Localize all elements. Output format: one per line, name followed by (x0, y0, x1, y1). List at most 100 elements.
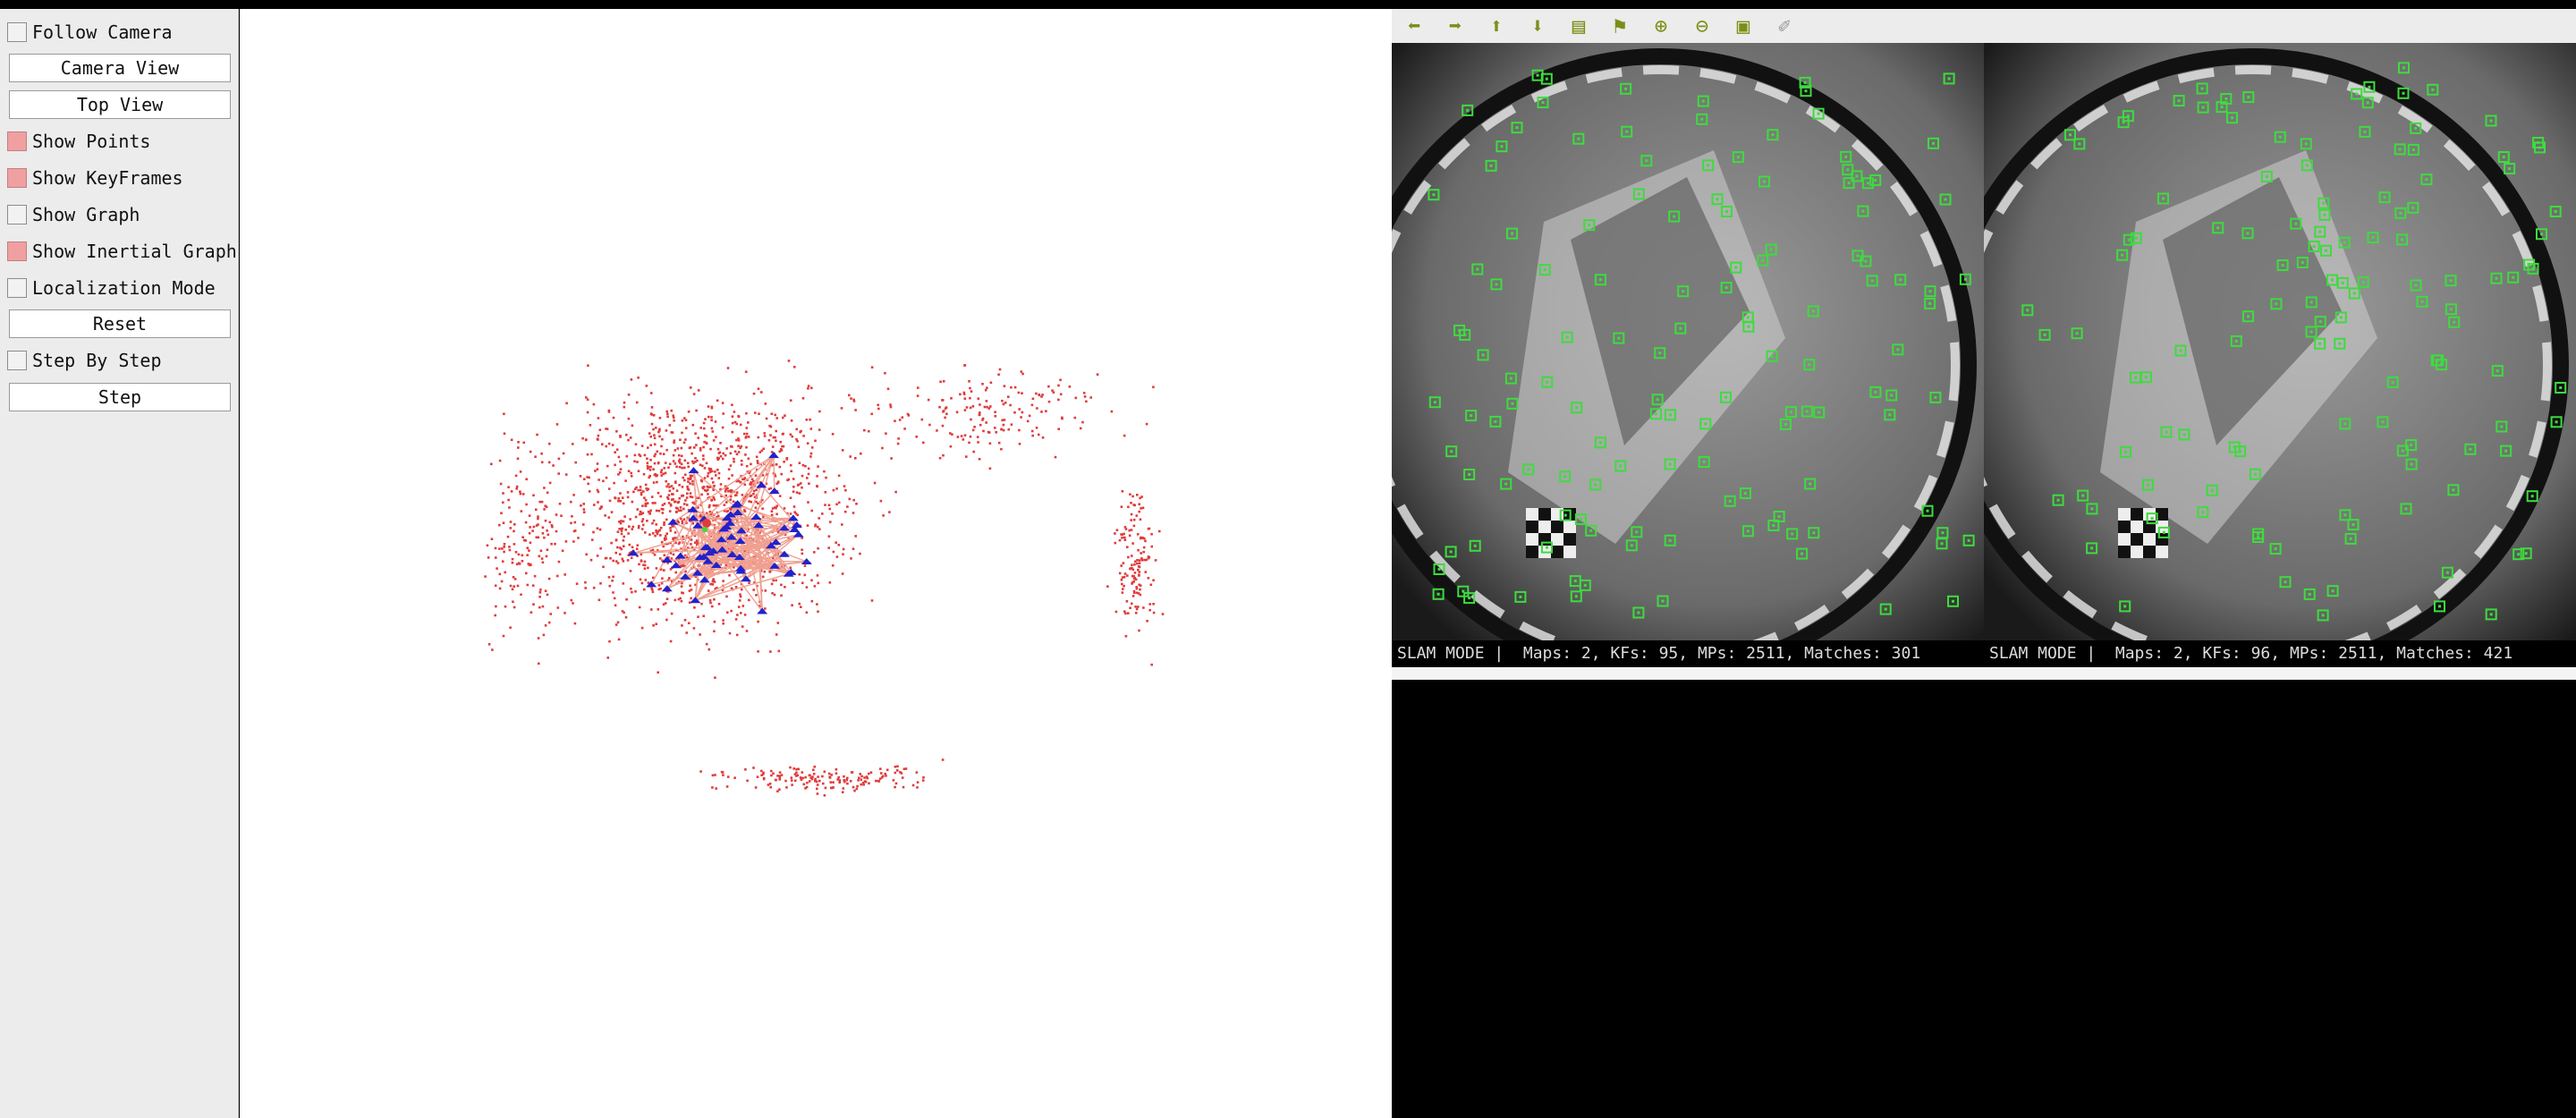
feature-marker (2420, 174, 2433, 186)
map-point (703, 477, 707, 479)
map-point (942, 380, 945, 383)
show-points-checkbox[interactable]: Show Points (7, 125, 233, 157)
feature-marker-dot (2339, 316, 2343, 319)
map-point (962, 438, 965, 441)
arrow-up-icon[interactable]: ⬆ (1489, 13, 1504, 38)
map-point (989, 381, 993, 385)
map-point (710, 498, 713, 502)
zoom-out-icon[interactable]: ⊖ (1695, 13, 1709, 38)
localization-mode-box[interactable] (7, 278, 27, 298)
map-point (674, 481, 677, 484)
feature-marker (2407, 143, 2419, 156)
map-point (666, 495, 669, 499)
arrow-left-icon[interactable]: ⬅ (1407, 13, 1421, 38)
feature-marker (2197, 506, 2209, 519)
map-3d-view[interactable] (240, 9, 1392, 1118)
zoom-in-icon[interactable]: ⊕ (1654, 13, 1668, 38)
reset-button[interactable]: Reset (9, 309, 231, 338)
frame-status-bar: SLAM MODE | Maps: 2, KFs: 95, MPs: 2511,… (1392, 640, 2576, 667)
map-point (510, 490, 513, 493)
feature-marker (1664, 409, 1676, 421)
map-point (852, 512, 855, 514)
map-point (949, 432, 952, 435)
map-point (789, 766, 792, 769)
map-point (650, 392, 653, 394)
map-point (730, 609, 733, 613)
feature-marker-dot (1803, 80, 1807, 84)
keyframe-marker (710, 562, 722, 569)
step-by-step-box[interactable] (7, 351, 27, 370)
map-point (795, 428, 798, 431)
map-point (504, 605, 507, 608)
map-point (713, 620, 716, 623)
show-points-box[interactable] (7, 131, 27, 151)
pin-icon[interactable]: ✐ (1777, 13, 1792, 38)
camera-view-button[interactable]: Camera View (9, 54, 231, 82)
feature-marker-dot (2445, 571, 2449, 574)
flag-icon[interactable]: ⚑ (1613, 13, 1627, 38)
arrow-down-icon[interactable]: ⬇ (1530, 13, 1545, 38)
left-fisheye-image (1392, 43, 1984, 642)
feature-marker-dot (1763, 180, 1766, 183)
feature-marker-dot (1743, 492, 1747, 495)
map-canvas[interactable] (240, 9, 1392, 1118)
show-inertial-graph-checkbox[interactable]: Show Inertial Graph (7, 235, 237, 267)
map-point (704, 418, 707, 420)
show-keyframes-checkbox[interactable]: Show KeyFrames (7, 162, 233, 194)
map-point (699, 514, 702, 517)
follow-camera-box[interactable] (7, 22, 27, 42)
map-point (747, 421, 750, 424)
map-point (1131, 566, 1133, 570)
top-view-button[interactable]: Top View (9, 90, 231, 119)
show-keyframes-box[interactable] (7, 168, 27, 188)
arrow-right-icon[interactable]: ➡ (1448, 13, 1462, 38)
feature-marker-dot (2134, 236, 2138, 240)
map-point (981, 419, 984, 421)
map-point (1083, 395, 1087, 398)
map-point (998, 368, 1002, 371)
save-icon[interactable]: ▣ (1736, 13, 1750, 38)
step-by-step-checkbox[interactable]: Step By Step (7, 344, 233, 377)
show-graph-checkbox[interactable]: Show Graph (7, 199, 233, 231)
map-point (848, 497, 852, 501)
map-point (580, 504, 582, 507)
step-by-step-label: Step By Step (32, 350, 162, 371)
map-point (1140, 552, 1142, 555)
feature-marker (1504, 372, 1517, 385)
map-point (728, 574, 731, 577)
feature-marker-dot (1844, 155, 1848, 158)
map-point (503, 546, 505, 548)
map-point (689, 478, 691, 480)
folder-icon[interactable]: ▤ (1572, 13, 1586, 38)
map-point (753, 581, 756, 584)
map-point (630, 556, 633, 560)
map-point (511, 561, 514, 564)
show-graph-box[interactable] (7, 205, 27, 224)
feature-marker (1720, 282, 1733, 294)
map-point (1009, 403, 1012, 407)
map-point (619, 460, 622, 463)
map-point (590, 453, 593, 456)
step-button[interactable]: Step (9, 383, 231, 411)
map-point (690, 597, 692, 600)
map-point (606, 428, 609, 430)
map-point (691, 479, 694, 483)
map-point (649, 465, 652, 469)
map-point (733, 420, 737, 424)
localization-mode-checkbox[interactable]: Localization Mode (7, 272, 233, 304)
feature-marker-dot (2452, 488, 2455, 492)
map-point (719, 454, 723, 458)
map-point (661, 512, 665, 514)
keyframe-marker (766, 542, 777, 549)
map-point (1121, 490, 1124, 493)
follow-camera-checkbox[interactable]: Follow Camera (7, 16, 233, 48)
map-point (814, 524, 817, 528)
map-point (660, 581, 664, 585)
map-point (611, 580, 614, 582)
map-point (713, 498, 716, 501)
map-point (538, 596, 541, 598)
show-inertial-graph-box[interactable] (7, 241, 27, 261)
map-point (1139, 518, 1142, 521)
map-point (683, 417, 686, 419)
map-point (870, 599, 874, 602)
